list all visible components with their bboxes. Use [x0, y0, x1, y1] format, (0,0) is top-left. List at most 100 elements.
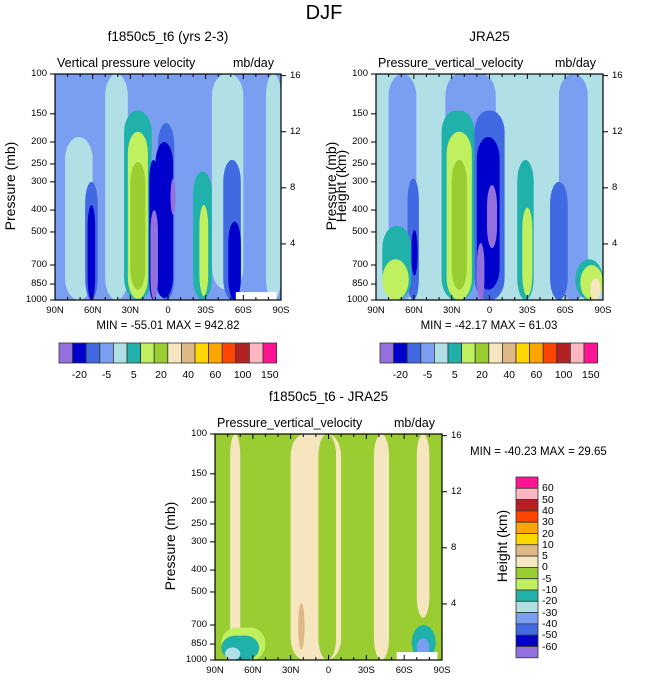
- x-tick-label: 90N: [46, 305, 64, 316]
- colorbar-label: 40: [182, 369, 195, 381]
- colorbar-swatch: [515, 555, 539, 568]
- colorbar-swatch: [515, 510, 539, 523]
- y-tick-label: 500: [31, 225, 47, 237]
- min-max-label: MIN = -55.01 MAX = 942.82: [96, 320, 240, 332]
- x-tick-label: 60S: [395, 665, 413, 676]
- colorbar-swatch: [515, 476, 539, 489]
- colorbar-swatch: [262, 342, 278, 364]
- y-tick-label: 300: [31, 175, 47, 187]
- x-tick-label: 90S: [272, 305, 290, 316]
- colorbar-label: 50: [542, 493, 554, 506]
- contour-region: [130, 161, 146, 290]
- colorbar-swatch: [515, 634, 539, 647]
- contour-region: [225, 647, 241, 660]
- x-tick-label: 60S: [556, 305, 574, 316]
- colorbar-swatch: [515, 544, 539, 557]
- colorbar-label: -10: [542, 584, 558, 596]
- x-tick-label: 30N: [121, 305, 140, 316]
- contour-region: [476, 243, 485, 300]
- colorbar-swatch: [515, 499, 539, 512]
- height-tick-label: 16: [451, 429, 462, 441]
- y-tick-label: 100: [31, 68, 47, 79]
- colorbar-label: -20: [392, 369, 408, 381]
- colorbar-swatch: [515, 578, 539, 591]
- colorbar-label: -5: [101, 369, 112, 381]
- colorbar-label: -50: [542, 629, 558, 642]
- x-tick-label: 30N: [442, 305, 461, 316]
- contour-region: [411, 229, 418, 276]
- contour-region: [382, 259, 409, 300]
- colorbar-label: -20: [542, 595, 558, 608]
- colorbar-label: 5: [451, 369, 458, 381]
- missing-data-box: [396, 652, 438, 660]
- y-tick-label: 150: [191, 467, 207, 479]
- colorbar-label: 150: [261, 369, 279, 381]
- y-tick-label: 400: [352, 204, 368, 216]
- x-tick-label: 30N: [281, 665, 300, 676]
- height-tick-label: 8: [290, 181, 296, 193]
- colorbar-label: 20: [542, 527, 554, 540]
- colorbar-label: 40: [542, 504, 554, 517]
- panel-variable-label: Pressure_vertical_velocity: [378, 56, 524, 70]
- contour-region: [451, 159, 467, 290]
- y-tick-label: 1000: [25, 294, 47, 305]
- contour-region: [170, 178, 176, 215]
- colorbar-label: 5: [542, 550, 548, 563]
- missing-data-box: [235, 292, 277, 300]
- y-tick-label: 200: [191, 496, 207, 508]
- x-tick-label: 60S: [234, 305, 252, 316]
- panel-title: f1850c5_t6 - JRA25: [268, 389, 389, 404]
- min-max-label: MIN = -40.23 MAX = 29.65: [470, 446, 607, 458]
- x-tick-label: 0: [325, 665, 332, 676]
- y-tick-label: 700: [191, 618, 207, 630]
- y-tick-label: 700: [31, 258, 47, 270]
- height-tick-label: 16: [290, 69, 301, 81]
- colorbar-label: 30: [542, 516, 554, 529]
- height-tick-label: 12: [612, 125, 623, 137]
- contour-region: [155, 142, 174, 299]
- x-tick-label: 60N: [244, 665, 262, 676]
- panel-units-label: mb/day: [394, 416, 435, 430]
- figure-title: DJF: [305, 2, 343, 24]
- y-tick-label: 250: [191, 517, 207, 529]
- height-tick-label: 4: [290, 237, 296, 249]
- colorbar-swatch: [515, 567, 539, 580]
- colorbar-label: -40: [542, 617, 558, 630]
- colorbar-label: 60: [542, 482, 554, 495]
- y-tick-label: 150: [352, 107, 368, 119]
- x-tick-label: 90N: [367, 305, 385, 316]
- colorbar-label: -20: [71, 369, 87, 381]
- y-tick-label: 850: [352, 278, 368, 290]
- colorbar-swatch: [515, 589, 539, 602]
- min-max-label: MIN = -42.17 MAX = 61.03: [420, 320, 558, 332]
- colorbar-label: 100: [233, 369, 252, 381]
- contour-region: [522, 207, 533, 296]
- contour-region: [318, 434, 337, 660]
- panel-variable-label: Vertical pressure velocity: [57, 56, 196, 70]
- colorbar-swatch: [583, 342, 599, 364]
- height-tick-label: 12: [451, 485, 462, 497]
- colorbar-label: 0: [542, 561, 548, 574]
- contour-region: [265, 74, 281, 300]
- x-tick-label: 30S: [357, 665, 375, 676]
- colorbar-swatch: [515, 600, 539, 613]
- y-tick-label: 300: [191, 535, 207, 547]
- panel-title: f1850c5_t6 (yrs 2-3): [107, 29, 229, 44]
- y-tick-label: 200: [352, 136, 368, 148]
- y-tick-label: 1000: [346, 294, 368, 305]
- x-tick-label: 30S: [197, 305, 215, 316]
- height-tick-label: 8: [612, 181, 618, 193]
- contour-region: [87, 205, 96, 300]
- y-tick-label: 300: [352, 175, 368, 187]
- panel-variable-label: Pressure_vertical_velocity: [217, 416, 363, 430]
- contour-region: [105, 74, 128, 300]
- colorbar-swatch: [515, 646, 539, 659]
- y-tick-label: 400: [191, 564, 207, 576]
- colorbar-swatch: [515, 623, 539, 636]
- colorbar-label: -30: [542, 606, 558, 619]
- y-tick-label: 200: [31, 136, 47, 148]
- contour-region: [590, 278, 601, 300]
- colorbar-label: 20: [476, 369, 488, 381]
